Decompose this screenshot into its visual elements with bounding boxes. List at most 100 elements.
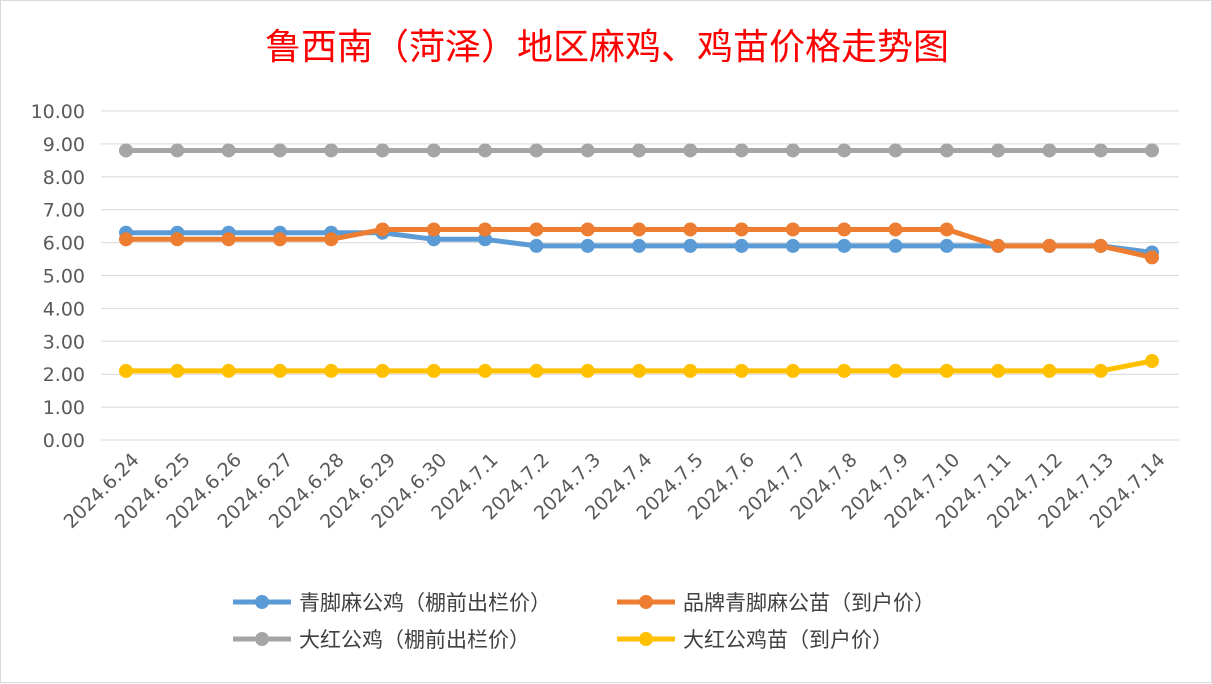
y-tick-label: 4.00 (43, 298, 85, 320)
legend-label: 青脚麻公鸡（棚前出栏价） (299, 591, 551, 615)
x-axis-ticks: 2024.6.242024.6.252024.6.262024.6.272024… (60, 449, 1170, 533)
data-point (888, 222, 903, 237)
data-point (170, 143, 185, 158)
chart-title: 鲁西南（菏泽）地区麻鸡、鸡苗价格走势图 (265, 27, 949, 68)
data-point (683, 143, 698, 158)
data-point (1093, 363, 1108, 378)
data-point (426, 143, 441, 158)
data-point (734, 363, 749, 378)
data-point (119, 232, 133, 247)
series-3 (119, 143, 1159, 158)
grid-layer (101, 110, 1179, 441)
y-tick-label: 6.00 (43, 233, 85, 255)
legend-item: 大红公鸡（棚前出栏价） (233, 628, 530, 652)
data-point (272, 232, 287, 247)
y-tick-label: 8.00 (43, 167, 85, 189)
data-point (529, 222, 544, 237)
data-point (888, 143, 903, 158)
data-point (785, 143, 800, 158)
data-point (1145, 143, 1159, 158)
data-point (324, 232, 339, 247)
data-point (1042, 363, 1057, 378)
legend-label: 品牌青脚麻公苗（到户价） (683, 591, 935, 615)
data-point (1042, 143, 1057, 158)
data-point (221, 363, 236, 378)
data-point (785, 363, 800, 378)
data-point (375, 222, 390, 237)
data-point (632, 363, 646, 378)
data-point (272, 143, 287, 158)
data-point (580, 363, 595, 378)
y-tick-label: 5.00 (43, 266, 85, 288)
data-point (580, 222, 595, 237)
data-point (939, 222, 954, 237)
data-point (478, 363, 493, 378)
y-tick-label: 3.00 (43, 331, 85, 353)
data-point (1145, 354, 1159, 369)
data-point (632, 222, 646, 237)
series-2 (119, 222, 1159, 265)
data-point (580, 143, 595, 158)
data-point (478, 232, 493, 247)
data-point (888, 363, 903, 378)
y-tick-label: 0.00 (43, 430, 85, 452)
data-point (734, 143, 749, 158)
data-point (324, 363, 339, 378)
data-point (991, 238, 1006, 253)
data-point (375, 143, 390, 158)
data-point (529, 238, 544, 253)
data-point (1093, 238, 1108, 253)
data-point (426, 232, 441, 247)
data-point (632, 238, 646, 253)
data-point (375, 363, 390, 378)
data-point (683, 222, 698, 237)
data-point (119, 363, 133, 378)
data-point (478, 222, 493, 237)
data-point (1093, 143, 1108, 158)
data-point (939, 238, 954, 253)
y-axis-ticks: 0.00 1.00 2.00 3.00 4.00 5.00 6.00 7.00 8.00 9.00… (31, 101, 85, 452)
data-point (170, 232, 185, 247)
data-point (837, 143, 852, 158)
legend-swatch-marker (639, 632, 653, 646)
data-point (939, 363, 954, 378)
data-point (221, 232, 236, 247)
data-point (324, 143, 339, 158)
data-point (529, 143, 544, 158)
data-point (119, 143, 133, 158)
data-point (734, 238, 749, 253)
series-4 (119, 354, 1159, 378)
data-point (837, 238, 852, 253)
data-point (991, 143, 1006, 158)
data-point (632, 143, 646, 158)
legend-label: 大红公鸡（棚前出栏价） (299, 628, 530, 652)
data-point (888, 238, 903, 253)
data-point (939, 143, 954, 158)
legend: 青脚麻公鸡（棚前出栏价） 品牌青脚麻公苗（到户价） 大红公鸡（棚前出栏价） 大红公鸡苗… (233, 591, 935, 652)
data-point (1145, 250, 1159, 265)
series-layer (119, 143, 1159, 378)
data-point (580, 238, 595, 253)
legend-item: 大红公鸡苗（到户价） (617, 628, 893, 652)
data-point (272, 363, 287, 378)
y-tick-label: 2.00 (43, 364, 85, 386)
legend-swatch-marker (639, 595, 653, 609)
data-point (426, 363, 441, 378)
y-tick-label: 9.00 (43, 134, 85, 156)
y-tick-label: 10.00 (31, 101, 85, 123)
data-point (170, 363, 185, 378)
data-point (837, 363, 852, 378)
data-point (478, 143, 493, 158)
y-tick-label: 1.00 (43, 397, 85, 419)
data-point (1042, 238, 1057, 253)
y-tick-label: 7.00 (43, 200, 85, 222)
data-point (221, 143, 236, 158)
legend-label: 大红公鸡苗（到户价） (683, 628, 893, 652)
data-point (785, 222, 800, 237)
data-point (426, 222, 441, 237)
legend-item: 青脚麻公鸡（棚前出栏价） (233, 591, 551, 615)
data-point (837, 222, 852, 237)
data-point (785, 238, 800, 253)
